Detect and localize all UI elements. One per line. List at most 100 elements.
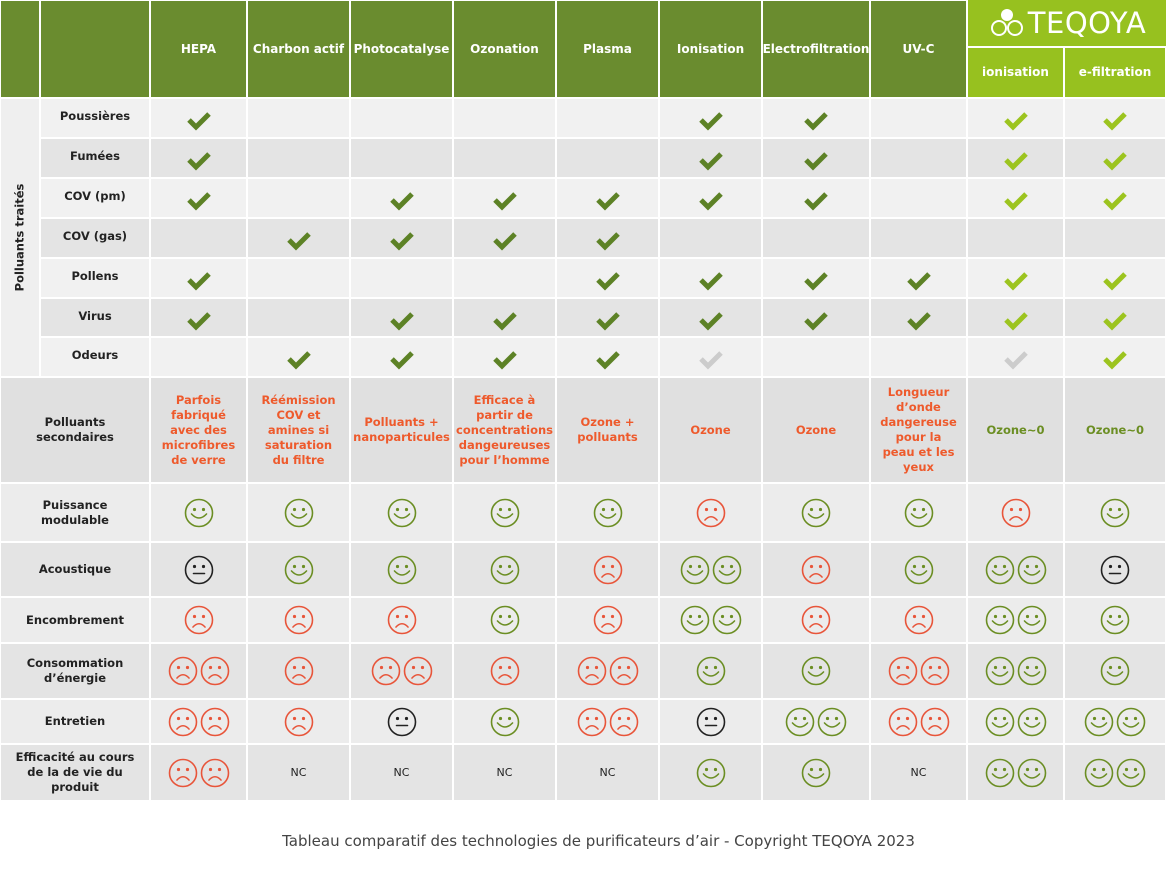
- check-cell: [351, 139, 452, 177]
- rating-cell: [151, 543, 246, 596]
- sad-face: [593, 555, 622, 584]
- sad-face: [200, 707, 229, 736]
- happy-face: [801, 656, 831, 686]
- group-label-text: Polluants traités: [12, 183, 27, 292]
- row-label: COV (pm): [41, 179, 149, 217]
- happy-face: [985, 707, 1014, 736]
- check-cell: [968, 99, 1063, 137]
- happy-face: [387, 555, 416, 584]
- check-mark: [804, 192, 828, 211]
- happy-face: [985, 555, 1014, 584]
- check-mark: [595, 272, 620, 291]
- rating-cell: [871, 543, 966, 596]
- check-cell: [763, 179, 869, 217]
- row-label: COV (gas): [41, 219, 149, 257]
- column-header: Electrofiltration: [763, 1, 869, 97]
- rating-cell: [351, 700, 452, 743]
- happy-face: [696, 656, 725, 686]
- sad-face: [801, 555, 831, 584]
- row-label: Entretien: [1, 700, 149, 743]
- check-cell: [871, 299, 966, 336]
- check-cell: [763, 139, 869, 177]
- check-mark: [698, 112, 723, 131]
- check-mark: [389, 351, 414, 370]
- neutral-face: [184, 555, 213, 584]
- sad-face: [200, 656, 229, 686]
- row-label: Encombrement: [1, 598, 149, 642]
- rating-cell: [351, 644, 452, 698]
- happy-face: [593, 498, 622, 527]
- check-cell: [351, 219, 452, 257]
- brand-column-header: ionisation: [968, 48, 1063, 97]
- check-cell: [454, 139, 555, 177]
- note-cell: NC: [351, 745, 452, 800]
- happy-face: [904, 555, 933, 584]
- check-cell: [351, 259, 452, 297]
- check-cell: [763, 299, 869, 336]
- check-cell: [454, 179, 555, 217]
- check-cell: [660, 338, 761, 376]
- happy-face: [490, 605, 519, 635]
- check-cell: [763, 338, 869, 376]
- check-cell: [871, 219, 966, 257]
- check-mark: [804, 312, 828, 331]
- check-mark: [595, 312, 620, 331]
- check-cell: [660, 259, 761, 297]
- row-label: Polluants secondaires: [1, 378, 149, 482]
- brand-icon: [990, 9, 1023, 36]
- sad-face: [888, 707, 917, 736]
- column-header: Plasma: [557, 1, 658, 97]
- happy-face: [712, 605, 741, 635]
- check-cell: [968, 179, 1063, 217]
- caption: Tableau comparatif des technologies de p…: [282, 832, 915, 850]
- happy-face: [1017, 656, 1046, 686]
- check-cell: [968, 139, 1063, 177]
- rating-cell: [454, 484, 555, 541]
- check-mark: [698, 312, 723, 331]
- brand-name: TEQOYA: [1027, 6, 1147, 40]
- happy-face: [1017, 555, 1046, 584]
- rating-cell: [248, 700, 349, 743]
- happy-face: [490, 555, 519, 584]
- rating-cell: [660, 745, 761, 800]
- happy-face: [712, 555, 741, 584]
- sad-face: [577, 656, 606, 686]
- check-mark: [1003, 112, 1028, 131]
- happy-face: [985, 656, 1014, 686]
- rating-cell: [968, 644, 1063, 698]
- check-mark: [1003, 312, 1028, 331]
- happy-face: [801, 498, 831, 527]
- rating-cell: [871, 644, 966, 698]
- rating-cell: [1065, 484, 1165, 541]
- check-cell: [151, 259, 246, 297]
- check-mark: [286, 351, 311, 370]
- happy-face: [817, 707, 847, 736]
- rating-cell: [968, 598, 1063, 642]
- rating-cell: [557, 700, 658, 743]
- check-cell: [151, 219, 246, 257]
- happy-face: [904, 498, 933, 527]
- secondary-text: Ozone: [660, 378, 761, 482]
- column-header: Charbon actif: [248, 1, 349, 97]
- secondary-text: Longueur d’onde dangereuse pour la peau …: [871, 378, 966, 482]
- rating-cell: [968, 745, 1063, 800]
- rating-cell: [763, 644, 869, 698]
- check-cell: [557, 99, 658, 137]
- row-label: Virus: [41, 299, 149, 336]
- happy-face: [985, 758, 1014, 787]
- sad-face: [920, 707, 949, 736]
- happy-face: [1100, 656, 1130, 686]
- check-cell: [557, 139, 658, 177]
- rating-cell: [454, 644, 555, 698]
- check-cell: [763, 259, 869, 297]
- check-mark: [492, 232, 517, 251]
- secondary-text: Polluants + nanoparticules: [351, 378, 452, 482]
- check-mark: [186, 272, 211, 291]
- check-mark: [186, 312, 211, 331]
- row-label: Fumées: [41, 139, 149, 177]
- column-header: Photocatalyse: [351, 1, 452, 97]
- note-cell: NC: [248, 745, 349, 800]
- check-cell: [660, 99, 761, 137]
- check-cell: [151, 99, 246, 137]
- happy-face: [490, 707, 519, 736]
